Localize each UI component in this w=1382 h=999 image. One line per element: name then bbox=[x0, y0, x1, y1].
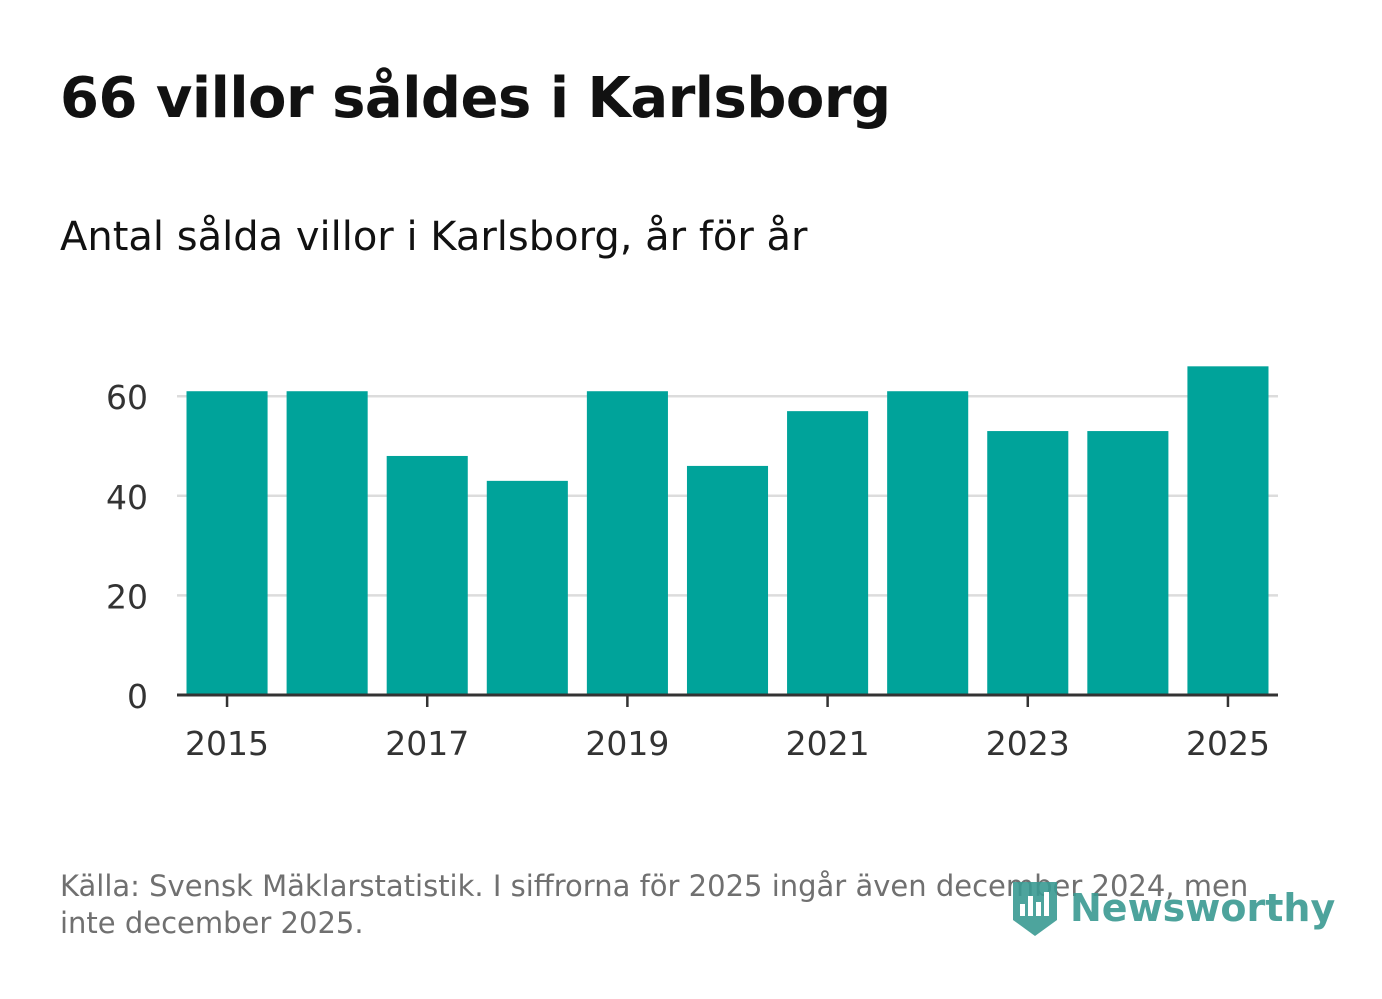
bar bbox=[1187, 366, 1269, 695]
bar bbox=[1087, 431, 1169, 695]
x-tick-label: 2023 bbox=[986, 724, 1070, 763]
y-tick-label: 0 bbox=[127, 677, 148, 716]
brand-name: Newsworthy bbox=[1070, 886, 1336, 930]
chart-subtitle: Antal sålda villor i Karlsborg, år för å… bbox=[60, 214, 808, 260]
y-tick-label: 20 bbox=[106, 577, 148, 616]
bar bbox=[787, 411, 869, 695]
y-tick-label: 60 bbox=[106, 378, 148, 417]
bar bbox=[486, 480, 568, 695]
x-tick-label: 2025 bbox=[1186, 724, 1270, 763]
x-tick-label: 2015 bbox=[185, 724, 269, 763]
bar bbox=[186, 391, 268, 695]
bar bbox=[987, 431, 1069, 695]
brand-logo: Newsworthy bbox=[1010, 878, 1335, 938]
chart-title: 66 villor såldes i Karlsborg bbox=[60, 66, 891, 131]
x-tick-label: 2019 bbox=[585, 724, 669, 763]
x-tick-label: 2021 bbox=[786, 724, 870, 763]
bar bbox=[586, 391, 668, 695]
bar bbox=[286, 391, 368, 695]
newsworthy-logo-icon bbox=[1013, 882, 1057, 936]
bar bbox=[887, 391, 969, 695]
y-tick-label: 40 bbox=[106, 478, 148, 517]
x-tick-label: 2017 bbox=[385, 724, 469, 763]
bar bbox=[386, 455, 468, 695]
bar bbox=[686, 465, 769, 695]
